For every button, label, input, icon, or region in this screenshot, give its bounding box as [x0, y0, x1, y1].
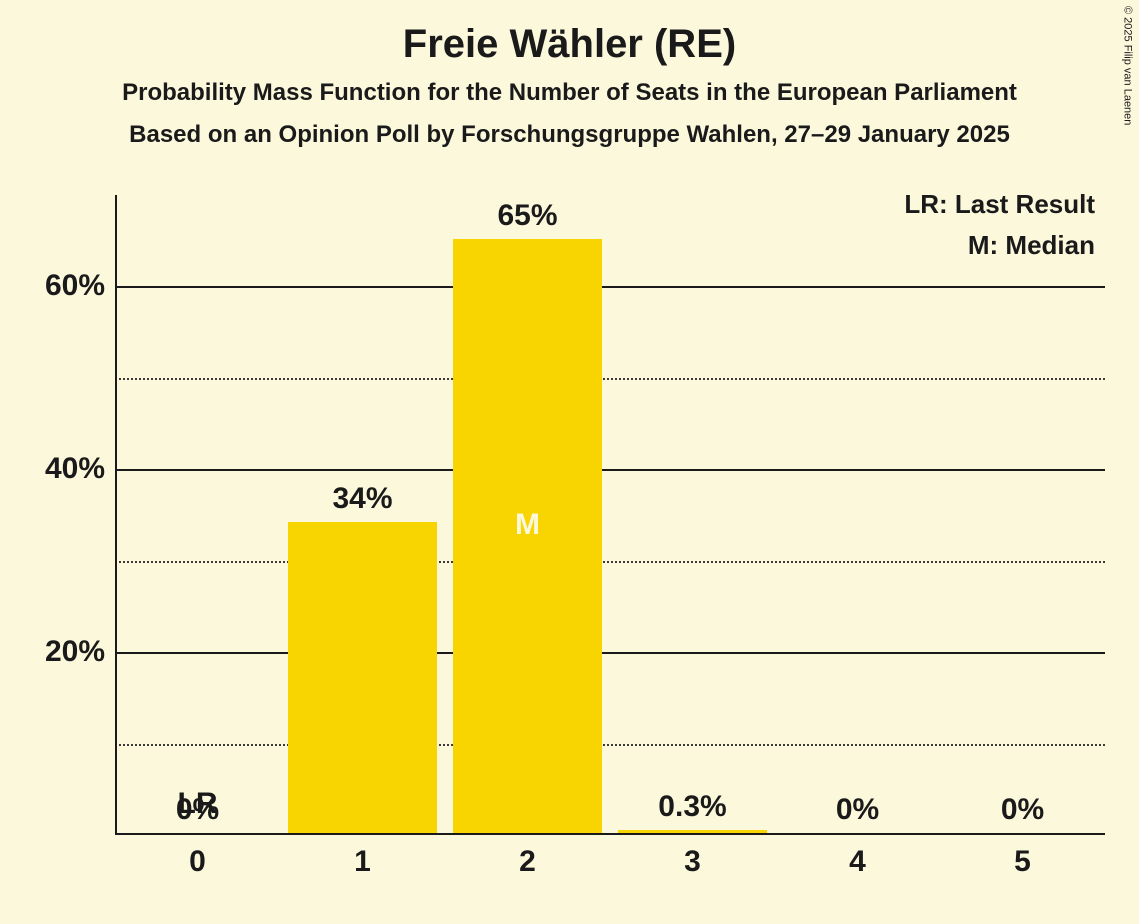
bar [618, 830, 767, 833]
copyright-notice: © 2025 Filip van Laenen [1121, 6, 1133, 125]
chart-plot-area: LR: Last Result M: Median 20%40%60%0%LR0… [115, 195, 1105, 835]
x-tick-label: 2 [519, 845, 536, 879]
bar-mark: M [515, 508, 540, 542]
x-tick-label: 3 [684, 845, 701, 879]
chart-subtitle-2: Based on an Opinion Poll by Forschungsgr… [0, 121, 1139, 149]
bar-value-label: 34% [332, 482, 392, 516]
grid-minor-line [115, 561, 1105, 563]
y-tick-label: 60% [5, 269, 105, 303]
legend-lr: LR: Last Result [904, 189, 1095, 220]
x-tick-label: 1 [354, 845, 371, 879]
y-tick-label: 40% [5, 452, 105, 486]
x-tick-label: 0 [189, 845, 206, 879]
bar-mark: LR [178, 787, 218, 821]
grid-major-line [115, 652, 1105, 654]
bar-value-label: 0% [1001, 793, 1044, 827]
grid-minor-line [115, 378, 1105, 380]
x-axis-line [115, 833, 1105, 835]
x-tick-label: 4 [849, 845, 866, 879]
legend-m: M: Median [904, 230, 1095, 261]
grid-major-line [115, 469, 1105, 471]
grid-minor-line [115, 744, 1105, 746]
bar [288, 522, 437, 833]
y-tick-label: 20% [5, 635, 105, 669]
x-tick-label: 5 [1014, 845, 1031, 879]
y-axis-line [115, 195, 117, 835]
chart-title: Freie Wähler (RE) [0, 0, 1139, 67]
chart-subtitle-1: Probability Mass Function for the Number… [0, 79, 1139, 107]
grid-major-line [115, 286, 1105, 288]
bar-value-label: 0.3% [658, 790, 726, 824]
bar-value-label: 0% [836, 793, 879, 827]
bar-value-label: 65% [497, 199, 557, 233]
chart-legend: LR: Last Result M: Median [904, 189, 1095, 271]
